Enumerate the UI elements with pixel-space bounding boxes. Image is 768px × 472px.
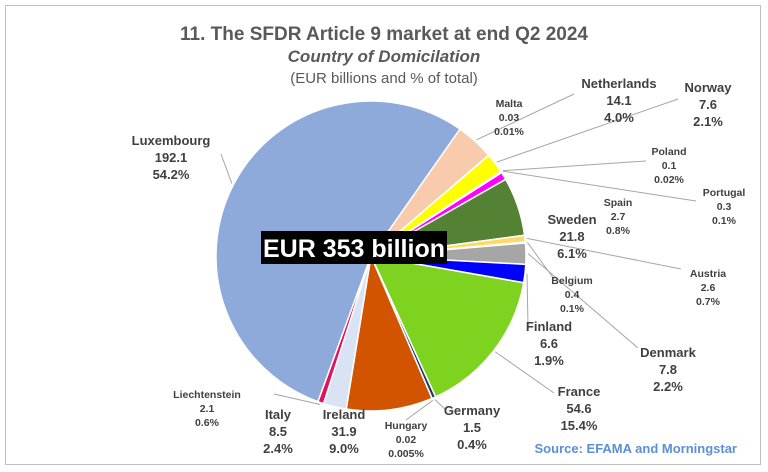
leader-line-netherlands [476, 93, 575, 141]
slice-label-netherlands: Netherlands 14.1 4.0% [581, 76, 656, 125]
label-share: 0.02% [654, 174, 684, 186]
pie-slice-ireland [345, 253, 434, 412]
label-value: 14.1 [606, 93, 631, 108]
leader-line-poland [502, 160, 647, 172]
label-share: 6.1% [557, 246, 587, 261]
label-share: 2.4% [263, 441, 293, 456]
slice-label-sweden: Sweden 21.8 6.1% [547, 212, 596, 261]
leader-line-portugal [503, 170, 697, 202]
label-name: Liechtenstein [173, 389, 241, 401]
leader-line-hungary [405, 399, 434, 421]
label-share: 2.2% [653, 379, 683, 394]
leader-line-france [495, 351, 555, 394]
label-name: Germany [444, 403, 501, 418]
label-name: France [558, 384, 601, 399]
label-value: 1.5 [463, 420, 481, 435]
slice-label-germany: Germany 1.5 0.4% [444, 403, 501, 452]
slice-label-austria: Austria 2.6 0.7% [690, 268, 726, 308]
label-name: Sweden [547, 212, 596, 227]
label-value: 7.8 [659, 362, 677, 377]
slice-labels: Luxembourg 192.1 54.2% Netherlands 14.1 4.0% M… [132, 76, 746, 460]
label-value: 7.6 [699, 97, 717, 112]
label-value: 2.1 [200, 403, 215, 415]
label-name: Denmark [640, 345, 696, 360]
slice-label-ireland: Ireland 31.9 9.0% [323, 407, 366, 456]
label-name: Italy [265, 407, 292, 422]
slice-label-belgium: Belgium 0.4 0.1% [551, 275, 592, 315]
label-value: 2.6 [701, 282, 716, 294]
label-name: Luxembourg [132, 133, 211, 148]
label-share: 0.1% [560, 303, 585, 315]
label-name: Poland [651, 146, 686, 158]
pie-slice-liechtenstein [317, 255, 372, 405]
label-value: 0.4 [565, 289, 580, 301]
slice-label-portugal: Portugal 0.3 0.1% [703, 187, 746, 227]
label-share: 1.9% [534, 353, 564, 368]
leader-line-belgium [526, 242, 555, 280]
slice-label-finland: Finland 6.6 1.9% [526, 319, 572, 368]
label-value: 0.3 [717, 201, 732, 213]
slice-label-poland: Poland 0.1 0.02% [651, 146, 686, 186]
chart-frame: 11. The SFDR Article 9 market at end Q2 … [5, 5, 761, 465]
slice-label-france: France 54.6 15.4% [558, 384, 601, 433]
center-label-box [261, 231, 447, 264]
chart-units: (EUR billions and % of total) [290, 70, 478, 87]
slice-label-hungary: Hungary 0.02 0.005% [385, 420, 428, 460]
label-share: 0.7% [696, 296, 721, 308]
label-name: Norway [685, 80, 733, 95]
label-share: 4.0% [604, 110, 634, 125]
label-value: 54.6 [566, 401, 591, 416]
pie-slice-france [369, 255, 525, 398]
slice-label-italy: Italy 8.5 2.4% [263, 407, 293, 456]
slice-label-spain: Spain 2.7 0.8% [604, 197, 633, 237]
label-share: 54.2% [153, 167, 190, 182]
slice-label-luxembourg: Luxembourg 192.1 54.2% [132, 133, 211, 182]
label-value: 21.8 [559, 229, 584, 244]
label-value: 2.7 [611, 211, 626, 223]
slice-label-norway: Norway 7.6 2.1% [685, 80, 733, 129]
label-share: 2.1% [693, 114, 723, 129]
label-value: 0.03 [499, 112, 520, 124]
chart-subtitle: Country of Domicilation [288, 47, 481, 66]
pie-chart: 11. The SFDR Article 9 market at end Q2 … [132, 24, 746, 460]
label-name: Netherlands [581, 76, 656, 91]
label-name: Hungary [385, 420, 428, 432]
label-value: 31.9 [331, 424, 356, 439]
leader-line-denmark [527, 253, 639, 349]
leader-line-luxembourg [220, 153, 233, 184]
label-name: Spain [604, 197, 633, 209]
label-name: Belgium [551, 275, 592, 287]
label-share: 9.0% [329, 441, 359, 456]
slice-label-denmark: Denmark 7.8 2.2% [640, 345, 696, 394]
leader-line-austria [526, 237, 682, 270]
label-share: 0.6% [195, 417, 220, 429]
leader-line-liechtenstein [273, 393, 321, 405]
label-share: 0.01% [494, 126, 524, 138]
label-share: 0.1% [712, 215, 737, 227]
label-name: Austria [690, 268, 726, 280]
label-value: 0.1 [662, 160, 677, 172]
label-share: 0.8% [606, 225, 631, 237]
label-value: 6.6 [540, 336, 558, 351]
label-name: Malta [496, 98, 523, 110]
slice-label-liechtenstein: Liechtenstein 2.1 0.6% [173, 389, 241, 429]
leader-line-finland [526, 273, 529, 327]
chart-title: 11. The SFDR Article 9 market at end Q2 … [180, 24, 588, 45]
label-name: Portugal [703, 187, 746, 199]
label-name: Finland [526, 319, 572, 334]
label-share: 0.005% [388, 448, 424, 460]
leader-lines [220, 93, 697, 421]
source-note: Source: EFAMA and Morningstar [535, 441, 737, 456]
label-name: Ireland [323, 407, 366, 422]
leader-line-norway [496, 98, 679, 163]
label-value: 192.1 [155, 150, 188, 165]
center-label: EUR 353 billion [263, 235, 445, 263]
label-value: 8.5 [269, 424, 287, 439]
leader-line-germany [434, 399, 447, 411]
label-share: 15.4% [561, 418, 598, 433]
label-value: 0.02 [396, 434, 417, 446]
slice-label-malta: Malta 0.03 0.01% [494, 98, 524, 138]
label-share: 0.4% [457, 437, 487, 452]
